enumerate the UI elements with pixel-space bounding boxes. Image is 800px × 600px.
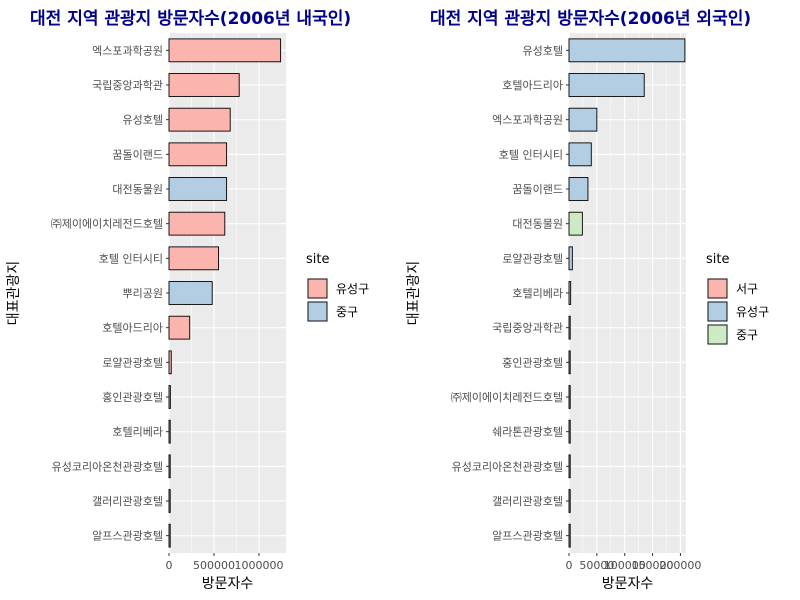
bar-알프스관광호텔 xyxy=(568,523,571,548)
bar-호텔아드리아 xyxy=(168,315,191,340)
bar-대전동물원 xyxy=(168,177,228,201)
bar-홍인관광호텔 xyxy=(568,350,571,375)
y-tick-label: 쉐라톤관광호텔 xyxy=(492,426,563,439)
legend-key-중구 xyxy=(707,324,728,345)
y-tick-label: 꿈돌이랜드 xyxy=(512,183,563,196)
bar-유성코리아온천관광호텔 xyxy=(168,454,171,479)
bar-엑스포과학공원 xyxy=(168,38,282,63)
bar-유성호텔 xyxy=(168,107,231,132)
legend-key-유성구 xyxy=(307,278,328,299)
y-tick-label: 국립중앙과학관 xyxy=(92,79,163,92)
bar-로얄관광호텔 xyxy=(168,350,172,375)
bar-유성호텔 xyxy=(568,38,686,63)
chart-title: 대전 지역 관광지 방문자수(2006년 내국인) xyxy=(30,9,351,29)
y-tick-label: 호텔 인터시티 xyxy=(499,148,563,161)
bar-호텔 인터시티 xyxy=(568,142,592,167)
y-tick-label: ㈜제이에이치레전드호텔 xyxy=(451,391,563,404)
y-tick-label: 뿌리공원 xyxy=(123,287,163,300)
y-tick-label: 알프스관광호텔 xyxy=(92,529,163,543)
y-tick-label: 알프스관광호텔 xyxy=(492,529,563,543)
y-tick-label: 꿈돌이랜드 xyxy=(112,148,163,161)
y-tick-label: 호텔 인터시티 xyxy=(99,252,163,265)
y-tick-label: 유성호텔 xyxy=(523,44,563,57)
x-axis-title: 방문자수 xyxy=(202,576,254,592)
legend-key-서구 xyxy=(707,278,728,299)
bar-홍인관광호텔 xyxy=(168,385,171,409)
x-tick-label: 0 xyxy=(166,559,173,572)
y-tick-label: 엑스포과학공원 xyxy=(492,114,563,127)
bar-호텔아드리아 xyxy=(568,73,645,97)
y-tick-label: 대전동물원 xyxy=(512,218,563,231)
legend-label: 유성구 xyxy=(336,282,369,296)
y-tick-label: 호텔리베라 xyxy=(512,287,563,300)
y-tick-label: 유성호텔 xyxy=(123,114,163,127)
x-tick-label: 500000 xyxy=(193,559,235,572)
y-tick-label: 대전동물원 xyxy=(112,183,163,196)
bar-유성코리아온천관광호텔 xyxy=(568,454,571,479)
y-tick-label: 로얄관광호텔 xyxy=(502,251,563,265)
legend-label: 서구 xyxy=(736,282,758,296)
bar-㈜제이에이치레전드호텔 xyxy=(568,385,571,409)
y-axis-title: 대표관광지 xyxy=(6,261,22,325)
bar-뿌리공원 xyxy=(168,281,213,305)
y-tick-label: ㈜제이에이치레전드호텔 xyxy=(51,218,163,231)
legend-key-중구 xyxy=(307,301,328,322)
legend-label: 중구 xyxy=(336,305,358,319)
bar-호텔리베라 xyxy=(168,419,171,444)
y-tick-label: 호텔아드리아 xyxy=(102,322,163,335)
y-tick-label: 유성코리아온천관광호텔 xyxy=(52,459,163,473)
bar-갤러리관광호텔 xyxy=(168,489,171,513)
y-tick-label: 갤러리관광호텔 xyxy=(492,495,563,508)
x-tick-label: 50000 xyxy=(579,559,614,572)
x-axis-title: 방문자수 xyxy=(602,576,654,592)
bar-대전동물원 xyxy=(568,211,583,236)
legend-key-유성구 xyxy=(707,301,728,322)
y-tick-label: 홍인관광호텔 xyxy=(502,355,563,369)
x-tick-label: 150000 xyxy=(632,559,674,572)
bar-꿈돌이랜드 xyxy=(168,142,228,167)
bar-국립중앙과학관 xyxy=(568,315,571,340)
bar-호텔 인터시티 xyxy=(168,246,219,271)
y-tick-label: 호텔아드리아 xyxy=(502,79,563,92)
x-tick-label: 0 xyxy=(566,559,573,572)
y-tick-label: 호텔리베라 xyxy=(112,426,163,439)
bar-쉐라톤관광호텔 xyxy=(568,419,571,444)
legend-title: site xyxy=(706,252,729,267)
legend-label: 중구 xyxy=(736,328,758,342)
y-tick-label: 로얄관광호텔 xyxy=(102,355,163,369)
x-tick-label: 100000 xyxy=(604,559,646,572)
y-tick-label: 국립중앙과학관 xyxy=(492,322,563,335)
bar-로얄관광호텔 xyxy=(568,246,573,271)
y-tick-label: 엑스포과학공원 xyxy=(92,44,163,57)
x-tick-label: 1000000 xyxy=(235,559,284,572)
y-axis-title: 대표관광지 xyxy=(406,261,422,325)
bar-갤러리관광호텔 xyxy=(568,489,571,513)
legend-title: site xyxy=(306,252,329,267)
y-tick-label: 유성코리아온천관광호텔 xyxy=(452,459,563,473)
y-tick-label: 홍인관광호텔 xyxy=(102,390,163,404)
legend-label: 유성구 xyxy=(736,305,769,319)
bar-국립중앙과학관 xyxy=(168,73,240,97)
bar-알프스관광호텔 xyxy=(168,523,171,548)
x-tick-label: 200000 xyxy=(659,559,701,572)
bar-㈜제이에이치레전드호텔 xyxy=(168,211,226,236)
bar-엑스포과학공원 xyxy=(568,107,598,132)
bar-호텔리베라 xyxy=(568,281,572,305)
chart-title: 대전 지역 관광지 방문자수(2006년 외국인) xyxy=(430,9,751,29)
y-tick-label: 갤러리관광호텔 xyxy=(92,495,163,508)
bar-꿈돌이랜드 xyxy=(568,177,589,201)
